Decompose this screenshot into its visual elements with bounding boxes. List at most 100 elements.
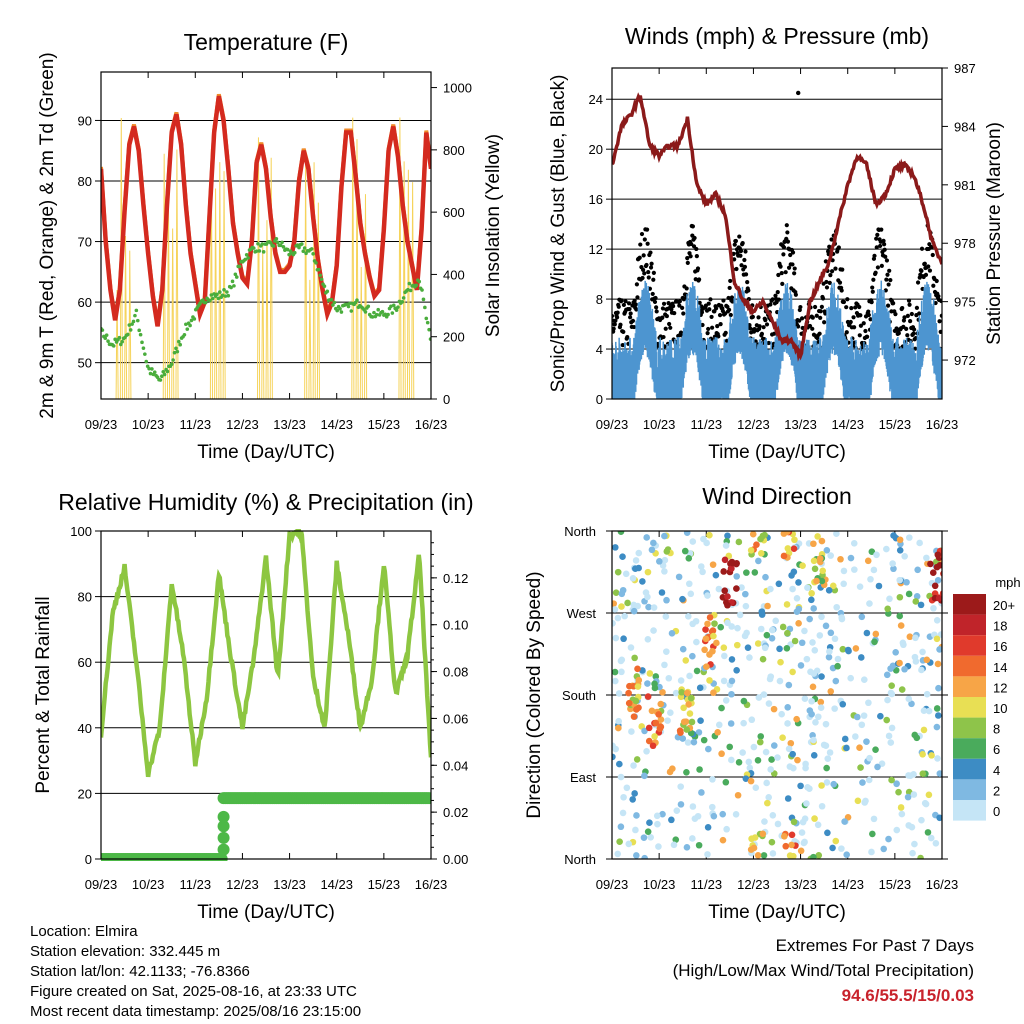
chart-panel-1: Temperature (F) 09/23 10/23 11/23 12/23 13/23… bbox=[37, 29, 504, 463]
direction-point bbox=[901, 665, 908, 673]
gust-point bbox=[612, 326, 616, 331]
direction-point bbox=[661, 532, 668, 540]
legend-swatch bbox=[953, 697, 986, 718]
direction-point bbox=[824, 829, 831, 837]
direction-point bbox=[896, 659, 903, 667]
extremes-subheading: (High/Low/Max Wind/Total Precipitation) bbox=[672, 961, 974, 980]
legend-swatch bbox=[953, 594, 986, 615]
extremes-values: 94.6/55.5/15/0.03 bbox=[841, 986, 974, 1005]
direction-point bbox=[662, 613, 670, 620]
direction-point bbox=[615, 717, 622, 725]
y2-tick-label: 984 bbox=[954, 119, 976, 134]
direction-point bbox=[677, 801, 685, 808]
direction-point bbox=[898, 810, 906, 818]
direction-point bbox=[830, 780, 838, 788]
gust-point bbox=[733, 238, 738, 244]
direction-point bbox=[663, 648, 670, 655]
dewpoint-point bbox=[309, 247, 314, 251]
gust-point bbox=[614, 315, 620, 320]
dewpoint-point bbox=[230, 279, 235, 284]
direction-point bbox=[871, 638, 878, 646]
direction-point bbox=[775, 580, 783, 588]
gust-point bbox=[757, 324, 762, 329]
direction-point bbox=[727, 720, 735, 727]
dewpoint-point bbox=[189, 318, 194, 323]
gust-point bbox=[661, 301, 667, 306]
dewpoint-point bbox=[172, 350, 177, 355]
direction-point bbox=[657, 723, 665, 731]
dewpoint-point bbox=[348, 301, 352, 306]
direction-point bbox=[790, 545, 798, 552]
gust-point bbox=[667, 321, 672, 327]
direction-point bbox=[720, 644, 728, 652]
gust-point bbox=[778, 264, 783, 269]
y-axis-label: Sonic/Prop Wind & Gust (Blue, Black) bbox=[548, 75, 569, 393]
dewpoint-point bbox=[104, 333, 109, 337]
gust-point bbox=[727, 285, 732, 291]
direction-point bbox=[649, 742, 657, 750]
dewpoint-point bbox=[178, 342, 182, 347]
gust-point bbox=[866, 312, 871, 318]
gust-point bbox=[796, 324, 801, 329]
direction-point bbox=[790, 568, 798, 576]
direction-point bbox=[838, 845, 845, 852]
y-tick-label: 8 bbox=[596, 292, 603, 307]
direction-point bbox=[797, 847, 805, 855]
dewpoint-point bbox=[176, 339, 181, 344]
direction-point bbox=[639, 578, 646, 585]
direction-point bbox=[703, 663, 710, 670]
gust-point bbox=[914, 305, 920, 310]
gust-point bbox=[646, 269, 651, 275]
direction-point bbox=[614, 568, 622, 576]
rh-series bbox=[101, 529, 431, 778]
dewpoint-point bbox=[401, 296, 406, 300]
direction-point bbox=[695, 841, 703, 849]
gust-point bbox=[716, 334, 721, 339]
direction-point bbox=[854, 713, 861, 721]
direction-point bbox=[709, 776, 716, 783]
speed-legend: mph 20+ 18 16 14 12 10 8 6 4 2 0 bbox=[953, 575, 1021, 821]
direction-point bbox=[733, 573, 741, 580]
direction-point bbox=[646, 670, 654, 677]
direction-point bbox=[721, 652, 728, 660]
direction-point bbox=[642, 589, 650, 596]
direction-point bbox=[612, 742, 616, 750]
plot-area bbox=[101, 93, 431, 399]
direction-point bbox=[683, 768, 690, 776]
gust-point bbox=[649, 261, 654, 266]
direction-point bbox=[877, 712, 884, 720]
gust-point bbox=[706, 326, 711, 332]
direction-point bbox=[754, 756, 762, 764]
direction-point bbox=[659, 810, 666, 818]
gust-point bbox=[885, 303, 891, 308]
legend-label: 12 bbox=[993, 680, 1007, 695]
direction-point bbox=[803, 800, 810, 807]
direction-point bbox=[887, 689, 895, 697]
direction-point bbox=[883, 545, 890, 553]
direction-point bbox=[721, 556, 729, 564]
direction-point bbox=[919, 751, 926, 758]
direction-point bbox=[840, 580, 847, 588]
gust-point bbox=[651, 270, 656, 275]
direction-point bbox=[913, 593, 921, 600]
gust-point bbox=[857, 333, 862, 338]
direction-point bbox=[733, 641, 741, 649]
direction-point bbox=[867, 575, 874, 583]
gust-point bbox=[648, 265, 654, 270]
gust-point bbox=[909, 311, 914, 317]
dewpoint-point bbox=[329, 297, 334, 302]
gust-point bbox=[911, 327, 917, 332]
direction-point bbox=[759, 655, 767, 663]
direction-point bbox=[831, 635, 839, 643]
direction-point bbox=[934, 660, 942, 668]
plot-border bbox=[100, 530, 432, 860]
direction-point bbox=[614, 850, 622, 858]
direction-point bbox=[905, 822, 913, 829]
y2-tick-label: 975 bbox=[954, 295, 976, 310]
direction-point bbox=[616, 838, 623, 845]
y-tick-label: 0 bbox=[85, 852, 92, 867]
direction-point bbox=[617, 823, 625, 831]
direction-point bbox=[630, 762, 637, 769]
direction-point bbox=[661, 556, 669, 564]
chart-title: Wind Direction bbox=[702, 483, 852, 509]
